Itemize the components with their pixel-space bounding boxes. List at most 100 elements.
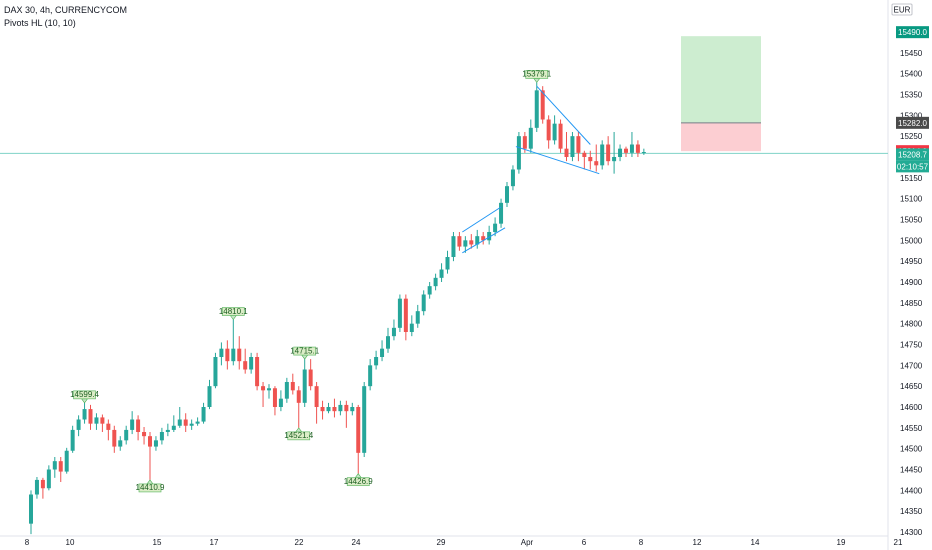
x-tick-label: 15 (153, 538, 162, 547)
candle-body (546, 119, 551, 141)
candle-body (397, 298, 402, 328)
candle (290, 373, 295, 395)
candle (439, 263, 444, 282)
candle (94, 413, 99, 430)
candle-body (409, 323, 414, 332)
candle-body (433, 277, 438, 287)
candle-body (284, 382, 289, 399)
candle (165, 423, 170, 437)
candle (100, 414, 105, 432)
candle (427, 282, 432, 299)
y-tick-label: 14900 (900, 278, 923, 287)
candle-body (124, 429, 129, 441)
candle-body (82, 409, 87, 420)
pivot-box (73, 390, 96, 400)
candle-body (522, 136, 527, 149)
candle (52, 457, 57, 478)
candle-body (570, 136, 575, 157)
target-zone (681, 36, 761, 123)
flag-upper-line (462, 206, 502, 233)
candle-body (618, 148, 623, 157)
candle (76, 415, 81, 437)
candle (356, 404, 361, 474)
candle (272, 386, 277, 416)
candle (29, 490, 33, 535)
candle (213, 352, 218, 389)
candle (177, 407, 182, 428)
x-tick-label: 19 (837, 538, 846, 547)
candle (510, 165, 515, 191)
candle-body (564, 148, 569, 157)
candle-body (475, 236, 480, 245)
candle-body (171, 425, 176, 430)
y-tick-label: 15050 (900, 216, 923, 225)
candle (350, 402, 355, 416)
candle-body (112, 429, 117, 447)
candle (409, 315, 414, 337)
candle-body (594, 161, 599, 166)
candle-body (201, 407, 206, 422)
candle (391, 319, 396, 341)
candle-body (296, 390, 301, 403)
candle (231, 319, 236, 366)
candle (528, 119, 533, 153)
candle-body (362, 386, 367, 453)
wedge-lower-line (515, 146, 600, 175)
candle (600, 140, 605, 170)
candle-body (278, 398, 283, 407)
candle (130, 411, 135, 435)
pivot-value: 14426.9 (344, 477, 373, 486)
candle-body (391, 327, 396, 337)
candle (534, 82, 539, 132)
candle (421, 290, 426, 316)
price-label-text: 15490.0 (898, 28, 927, 37)
currency-badge: EUR (891, 3, 913, 16)
candle-body (130, 419, 135, 430)
pivot-box (293, 346, 317, 356)
pivot-value: 15379.1 (522, 70, 551, 79)
candle-body (344, 404, 349, 412)
candle (380, 340, 385, 362)
candle-body (338, 404, 343, 412)
candle-body (588, 157, 593, 162)
y-tick-label: 14950 (900, 257, 923, 266)
candle (148, 432, 152, 480)
x-tick-label: 6 (582, 538, 587, 547)
candle (475, 229, 480, 249)
price-label: 02:10:57 (896, 160, 929, 173)
candle-body (326, 407, 331, 412)
candle (88, 404, 93, 430)
candle (558, 119, 563, 153)
candle (463, 236, 468, 253)
candle-body (76, 419, 81, 430)
candle (588, 150, 593, 170)
candle-body (487, 232, 492, 241)
candle-body (505, 186, 509, 203)
candle-body (106, 423, 111, 430)
candle-body (88, 409, 93, 424)
pivot-label: 14410.9 (136, 479, 165, 493)
candle (564, 132, 569, 162)
candle-body (374, 357, 379, 366)
candle-body (332, 407, 337, 412)
candle-body (427, 286, 432, 295)
candle (267, 384, 271, 399)
candle (433, 273, 438, 291)
y-tick-label: 15250 (900, 132, 923, 141)
pivot-box (525, 70, 549, 79)
candle (582, 150, 587, 170)
candle-body (380, 348, 385, 357)
pivot-pointer (80, 398, 89, 404)
x-tick-label: 10 (66, 538, 75, 547)
pivot-value: 14810.1 (219, 307, 248, 316)
candle (576, 132, 581, 162)
candle-body (29, 494, 33, 524)
candle-body (403, 298, 408, 332)
candle-body (445, 257, 450, 270)
candle-body (499, 202, 504, 224)
candle-body (34, 479, 39, 495)
candle (546, 115, 551, 149)
candle-body (142, 432, 147, 437)
candle-body (159, 432, 164, 441)
